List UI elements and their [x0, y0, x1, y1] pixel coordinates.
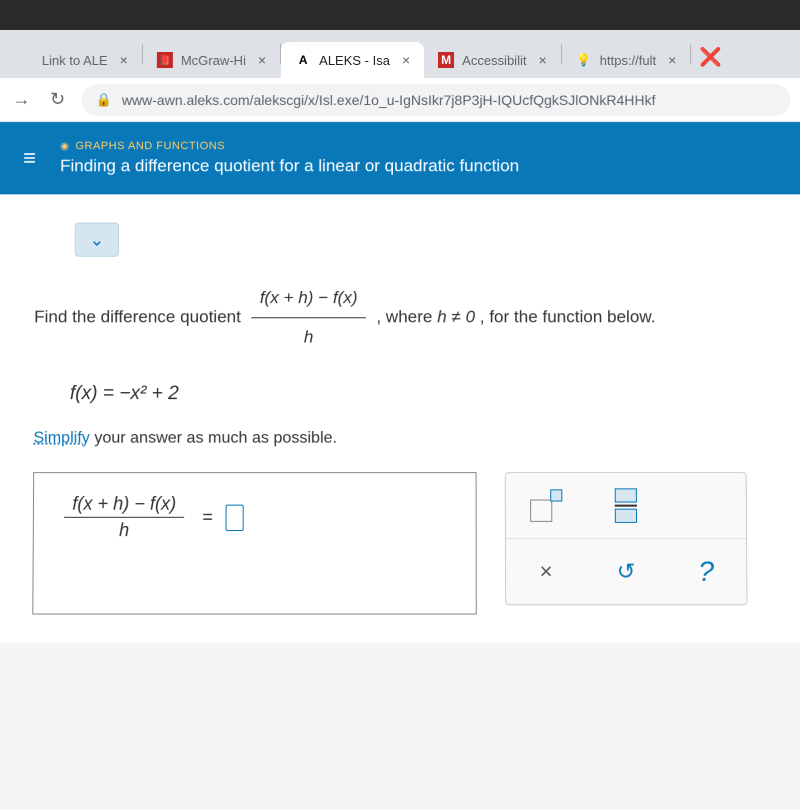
closed-tab-icon[interactable]: ❌ — [691, 37, 730, 78]
url-input[interactable]: 🔒 www-awn.aleks.com/alekscgi/x/Isl.exe/1… — [82, 84, 791, 116]
favicon: A — [295, 52, 311, 68]
tab-label: Accessibilit — [462, 52, 526, 67]
tab-label: https://fult — [600, 52, 656, 67]
tool-spacer — [666, 473, 746, 538]
equals-sign: = — [202, 507, 213, 528]
problem-lead: Find the difference quotient — [34, 307, 246, 326]
close-icon[interactable]: × — [668, 52, 676, 68]
lock-icon: 🔒 — [96, 92, 112, 108]
answer-input[interactable] — [225, 504, 243, 530]
simplify-link[interactable]: Simplify — [33, 430, 90, 447]
exponent-tool[interactable] — [506, 473, 586, 538]
help-button[interactable]: ? — [666, 539, 746, 604]
forward-icon[interactable]: → — [9, 89, 33, 110]
menu-icon[interactable]: ≡ — [23, 147, 36, 169]
fraction-denominator: h — [252, 318, 366, 354]
close-icon[interactable]: × — [258, 52, 266, 68]
close-icon[interactable]: × — [120, 52, 128, 68]
problem-panel: ⌄ Find the difference quotient f(x + h) … — [0, 194, 800, 643]
fraction-denominator: h — [64, 518, 184, 541]
function-definition: f(x) = −x² + 2 — [70, 383, 767, 405]
condition: h ≠ 0 — [437, 307, 475, 326]
instruction: Simplify your answer as much as possible… — [33, 430, 766, 448]
tab-link-ale[interactable]: Link to ALE × — [4, 42, 142, 78]
close-icon[interactable]: × — [402, 52, 410, 68]
answer-box: f(x + h) − f(x) h = — [32, 472, 476, 614]
favicon: M — [438, 52, 454, 68]
page-title: Finding a difference quotient for a line… — [60, 156, 777, 176]
fraction-tool[interactable] — [586, 473, 666, 538]
undo-button[interactable]: ↺ — [586, 539, 666, 604]
favicon: 💡 — [576, 52, 592, 68]
tab-aleks[interactable]: A ALEKS - Isa × — [281, 42, 424, 78]
expand-button[interactable]: ⌄ — [75, 223, 119, 257]
page-header: ≡ GRAPHS AND FUNCTIONS Finding a differe… — [0, 122, 800, 194]
math-tools-panel: × ↺ ? — [505, 472, 748, 605]
fraction-numerator: f(x + h) − f(x) — [64, 493, 184, 517]
fraction-numerator: f(x + h) − f(x) — [252, 281, 366, 318]
tab-mcgraw[interactable]: 📕 McGraw-Hi × — [143, 42, 280, 78]
clear-button[interactable]: × — [506, 539, 586, 604]
url-text: www-awn.aleks.com/alekscgi/x/Isl.exe/1o_… — [122, 92, 656, 108]
reload-icon[interactable]: ↻ — [46, 89, 70, 110]
problem-text: , where — [376, 307, 437, 326]
chevron-down-icon: ⌄ — [89, 229, 104, 250]
tab-label: McGraw-Hi — [181, 52, 246, 67]
problem-statement: Find the difference quotient f(x + h) − … — [34, 281, 766, 355]
address-bar: → ↻ 🔒 www-awn.aleks.com/alekscgi/x/Isl.e… — [0, 78, 800, 122]
tab-label: ALEKS - Isa — [319, 52, 390, 67]
browser-tab-bar: Link to ALE × 📕 McGraw-Hi × A ALEKS - Is… — [0, 30, 800, 78]
difference-quotient-fraction: f(x + h) − f(x) h — [252, 281, 366, 355]
breadcrumb: GRAPHS AND FUNCTIONS — [60, 140, 777, 152]
problem-text: , for the function below. — [480, 307, 656, 326]
favicon — [18, 52, 34, 68]
instruction-text: your answer as much as possible. — [90, 430, 337, 447]
answer-fraction: f(x + h) − f(x) h — [64, 493, 184, 541]
tab-accessibility[interactable]: M Accessibilit × — [424, 42, 561, 78]
tab-label: Link to ALE — [42, 52, 108, 67]
close-icon[interactable]: × — [539, 52, 547, 68]
favicon: 📕 — [157, 52, 173, 68]
tab-fult[interactable]: 💡 https://fult × — [562, 42, 691, 78]
